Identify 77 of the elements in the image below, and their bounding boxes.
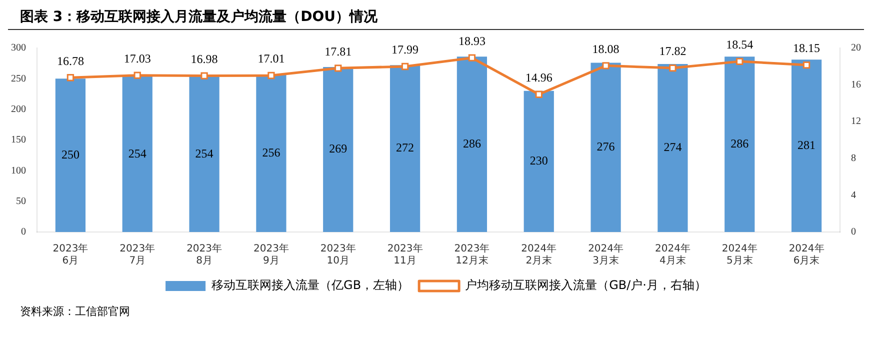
data-label: 17.81	[324, 44, 352, 58]
y2-tick-label: 12	[851, 116, 861, 128]
x-tick-label: 2023年 12月末	[454, 242, 490, 267]
data-label: 250	[61, 147, 80, 162]
legend-label: 户均移动互联网接入流量（GB/户·月，右轴）	[465, 278, 706, 292]
bar	[456, 56, 488, 232]
x-tick-label: 2023年 8月	[186, 242, 222, 267]
point	[200, 72, 208, 80]
data-label: 16.98	[190, 52, 218, 66]
bar	[524, 90, 554, 232]
x-tick-label: 2023年 9月	[253, 242, 289, 267]
data-label: 272	[396, 140, 414, 155]
data-label: 269	[329, 142, 348, 156]
x-tick-label: 2024年 5月末	[722, 242, 758, 267]
data-label: 18.08	[592, 42, 620, 56]
bar	[724, 56, 755, 232]
y2-tick-label: 0	[851, 226, 856, 238]
point	[134, 72, 141, 79]
point	[401, 62, 409, 70]
y-tick-label: 0	[21, 226, 26, 238]
data-label: 286	[730, 136, 749, 150]
data-label: 18.15	[793, 41, 820, 56]
bar	[189, 76, 220, 232]
y-tick-label: 50	[16, 196, 26, 207]
y-tick-label: 100	[11, 165, 26, 176]
y2-tick-label: 20	[851, 42, 861, 54]
point	[268, 72, 275, 80]
bar	[55, 78, 86, 232]
y-tick-label: 150	[11, 134, 26, 146]
x-tick-label: 2024年 2月末	[521, 242, 557, 267]
y2-tick-label: 16	[851, 79, 861, 90]
data-label: 281	[798, 138, 816, 152]
bar	[390, 65, 420, 232]
bar	[590, 62, 621, 232]
data-label: 17.82	[659, 44, 686, 58]
data-label: 254	[195, 146, 214, 160]
data-label: 254	[128, 146, 146, 160]
data-label: 230	[530, 154, 548, 168]
legend-label: 移动互联网接入流量（亿GB，左轴）	[212, 278, 410, 292]
point	[468, 54, 476, 62]
point	[736, 58, 744, 66]
y-tick-label: 250	[11, 73, 26, 84]
x-tick-label: 2024年 3月末	[588, 242, 624, 267]
data-label: 14.96	[525, 70, 552, 85]
y2-tick-label: 4	[851, 190, 856, 201]
x-tick-label: 2024年 4月末	[654, 242, 690, 267]
bar	[122, 76, 152, 232]
text: 资料来源：工信部官网	[19, 304, 131, 319]
data-label: 256	[262, 146, 280, 160]
data-label: 17.99	[392, 42, 419, 57]
bar	[256, 74, 286, 232]
data-label: 16.78	[56, 54, 84, 68]
point	[535, 90, 542, 98]
x-tick-label: 2023年 6月	[52, 242, 88, 267]
data-label: 274	[664, 140, 682, 154]
point	[334, 64, 342, 72]
bar	[791, 60, 822, 232]
y-tick-label: 200	[11, 104, 26, 115]
y-tick-label: 300	[11, 42, 26, 54]
data-label: 18.93	[458, 34, 486, 48]
chart-title: 图表 3：移动互联网接入月流量及户均流量（DOU）情况	[8, 8, 864, 30]
x-tick-label: 2024年 6月末	[788, 242, 824, 267]
data-label: 17.01	[258, 52, 285, 66]
data-label: 18.54	[726, 38, 754, 52]
x-tick-label: 2023年 7月	[120, 242, 156, 267]
data-label: 286	[462, 136, 481, 150]
data-label: 17.03	[124, 51, 151, 66]
data-label: 276	[596, 140, 615, 154]
x-tick-label: 2023年 11月	[387, 242, 423, 267]
y2-tick-label: 8	[851, 153, 856, 164]
point	[802, 61, 810, 69]
x-tick-label: 2023年 10月	[320, 242, 356, 267]
point	[669, 64, 676, 72]
bar	[658, 64, 688, 232]
point	[602, 62, 610, 70]
point	[66, 74, 74, 82]
bar	[323, 67, 354, 232]
